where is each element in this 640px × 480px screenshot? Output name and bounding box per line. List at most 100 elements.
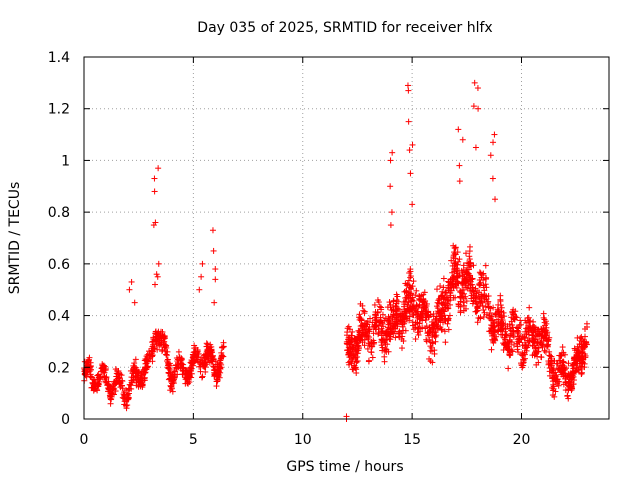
data-point xyxy=(467,287,474,294)
data-point xyxy=(524,344,531,351)
data-point xyxy=(488,346,495,353)
data-point xyxy=(412,324,419,331)
data-point xyxy=(343,340,350,347)
data-point xyxy=(499,331,506,338)
data-point xyxy=(407,170,414,177)
data-point xyxy=(343,332,350,339)
data-point xyxy=(497,302,504,309)
data-point xyxy=(170,380,177,387)
data-point xyxy=(123,398,130,405)
data-point xyxy=(405,277,412,284)
data-point xyxy=(571,360,578,367)
data-point xyxy=(517,317,524,324)
data-point xyxy=(440,284,447,291)
data-point xyxy=(215,363,222,370)
data-point xyxy=(416,302,423,309)
data-point xyxy=(368,349,375,356)
y-tick-label: 0.4 xyxy=(48,309,70,325)
data-point xyxy=(566,383,573,390)
data-point xyxy=(400,327,407,334)
data-point xyxy=(405,302,412,309)
data-point xyxy=(379,332,386,339)
data-point xyxy=(83,361,90,368)
data-point xyxy=(130,374,137,381)
data-point xyxy=(133,373,140,380)
data-point xyxy=(422,309,429,316)
data-point xyxy=(466,253,473,260)
data-point xyxy=(532,345,539,352)
y-tick-label: 1.2 xyxy=(48,102,70,118)
data-point xyxy=(560,365,567,372)
data-point xyxy=(86,368,93,375)
data-point xyxy=(114,370,121,377)
data-point xyxy=(417,311,424,318)
data-point xyxy=(178,357,185,364)
data-point xyxy=(191,345,198,352)
data-point xyxy=(220,343,227,350)
data-point xyxy=(199,373,206,380)
chart-title: Day 035 of 2025, SRMTID for receiver hlf… xyxy=(197,20,492,36)
data-point xyxy=(529,332,536,339)
data-point xyxy=(133,379,140,386)
data-point xyxy=(102,367,109,374)
data-point xyxy=(423,313,430,320)
data-point xyxy=(442,339,449,346)
data-point xyxy=(211,299,218,306)
y-tick-label: 1.4 xyxy=(48,50,70,66)
data-point xyxy=(212,276,219,283)
data-point xyxy=(361,326,368,333)
data-point xyxy=(487,152,494,159)
data-point xyxy=(211,371,218,378)
data-point xyxy=(566,378,573,385)
data-point xyxy=(114,367,121,374)
data-point xyxy=(207,341,214,348)
data-point xyxy=(371,301,378,308)
data-point xyxy=(492,196,499,203)
data-point xyxy=(165,364,172,371)
data-point xyxy=(441,312,448,319)
data-point xyxy=(420,298,427,305)
x-tick-label: 20 xyxy=(513,432,531,448)
data-point xyxy=(168,384,175,391)
data-point xyxy=(100,362,107,369)
data-point xyxy=(460,299,467,306)
data-point xyxy=(412,336,419,343)
data-point xyxy=(364,345,371,352)
x-axis-label: GPS time / hours xyxy=(286,459,403,475)
data-point xyxy=(343,413,350,420)
data-point xyxy=(103,375,110,382)
data-point xyxy=(188,357,195,364)
x-tick-label: 10 xyxy=(294,432,312,448)
data-point xyxy=(110,391,117,398)
data-point xyxy=(151,175,158,182)
data-point xyxy=(151,344,158,351)
data-point xyxy=(353,347,360,354)
data-point xyxy=(474,307,481,314)
data-point xyxy=(187,364,194,371)
data-point xyxy=(549,366,556,373)
data-point xyxy=(492,337,499,344)
data-point xyxy=(407,273,414,280)
data-point xyxy=(170,378,177,385)
data-point xyxy=(481,309,488,316)
y-tick-label: 0.2 xyxy=(48,360,70,376)
data-point xyxy=(570,369,577,376)
data-point xyxy=(202,351,209,358)
data-point xyxy=(423,323,430,330)
data-point xyxy=(487,328,494,335)
data-point xyxy=(357,336,364,343)
data-point xyxy=(345,346,352,353)
data-point xyxy=(488,327,495,334)
data-point xyxy=(423,338,430,345)
data-point xyxy=(188,370,195,377)
data-point xyxy=(448,280,455,287)
data-point xyxy=(396,334,403,341)
data-point xyxy=(196,286,203,293)
y-tick-label: 0.6 xyxy=(48,257,70,273)
data-point xyxy=(467,282,474,289)
data-point xyxy=(148,352,155,359)
data-point xyxy=(143,366,150,373)
data-point xyxy=(449,280,456,287)
y-tick-label: 1 xyxy=(61,153,70,169)
data-point xyxy=(451,272,458,279)
